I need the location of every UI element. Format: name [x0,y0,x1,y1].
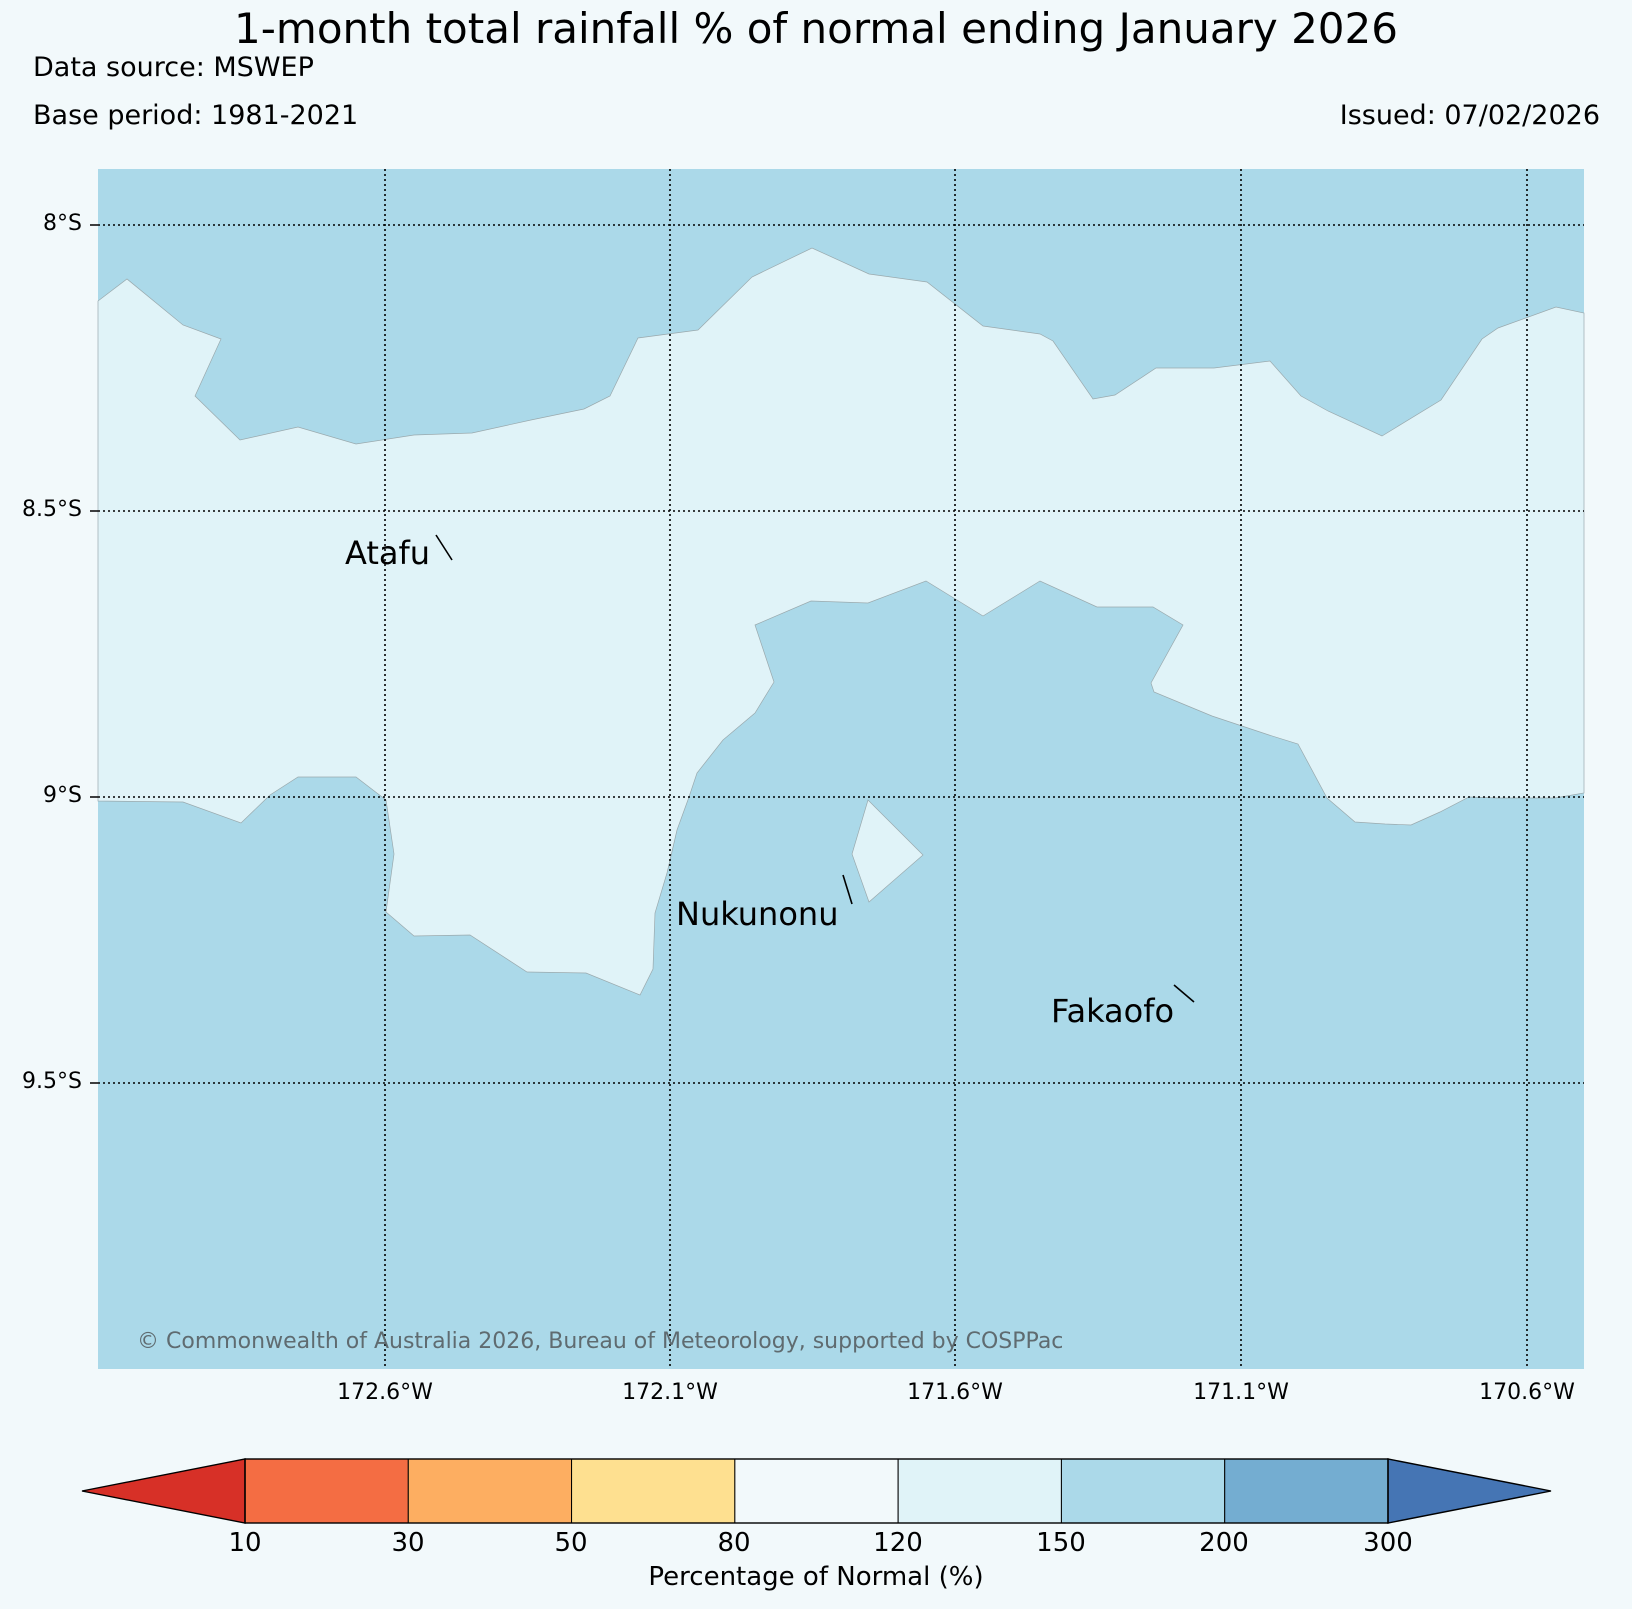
colorbar-label: Percentage of Normal (%) [648,1562,984,1592]
colorbar-bin-50-80 [571,1458,736,1524]
colorbar-tick-150: 150 [1036,1528,1086,1558]
lon-label-172-6w: 172.6°W [337,1380,433,1405]
map-title: 1-month total rainfall % of normal endin… [234,4,1398,53]
colorbar-over-arrow [1387,1458,1552,1524]
colorbar-bin-80-120 [734,1458,899,1524]
atoll-markers [435,534,1195,1003]
place-nukunonu: Nukunonu [676,895,839,933]
lat-label-8-5s: 8.5°S [22,497,82,522]
colorbar-tick-50: 50 [554,1528,588,1558]
lon-label-172-1w: 172.1°W [622,1380,718,1405]
lat-label-9-5s: 9.5°S [22,1069,82,1094]
lat-label-9s: 9°S [43,783,82,808]
colorbar-bin-120-150 [897,1458,1062,1524]
atafu-marker [435,534,453,561]
nukunonu-marker [842,874,853,905]
lat-label-8s: 8°S [43,211,82,236]
region-120-150-island [851,799,924,903]
copyright-notice: © Commonwealth of Australia 2026, Bureau… [137,1329,1064,1354]
lon-label-171-6w: 171.6°W [907,1380,1003,1405]
colorbar-bin-200-300 [1224,1458,1389,1524]
fakaofo-marker [1173,984,1195,1003]
data-source: Data source: MSWEP [33,52,314,83]
place-fakaofo: Fakaofo [1051,992,1175,1030]
lon-label-171-1w: 171.1°W [1193,1380,1289,1405]
issued-date: Issued: 07/02/2026 [1339,100,1600,131]
colorbar-tick-200: 200 [1199,1528,1249,1558]
graticule [98,169,1584,1369]
region-120-150-north [97,247,1585,996]
colorbar-bin-10-30 [244,1458,409,1524]
colorbar-tick-300: 300 [1363,1528,1413,1558]
colorbar-frame [244,1458,1389,1524]
colorbar-bin-30-50 [407,1458,573,1524]
lon-label-170-6w: 170.6°W [1479,1380,1575,1405]
colorbar-tick-10: 10 [228,1528,262,1558]
colorbar-tick-80: 80 [717,1528,751,1558]
colorbar-tick-120: 120 [873,1528,923,1558]
base-period: Base period: 1981-2021 [33,100,359,131]
colorbar-under-arrow [81,1458,246,1524]
place-atafu: Atafu [345,534,431,572]
colorbar-bin-150-200 [1060,1458,1226,1524]
colorbar-tick-30: 30 [391,1528,425,1558]
